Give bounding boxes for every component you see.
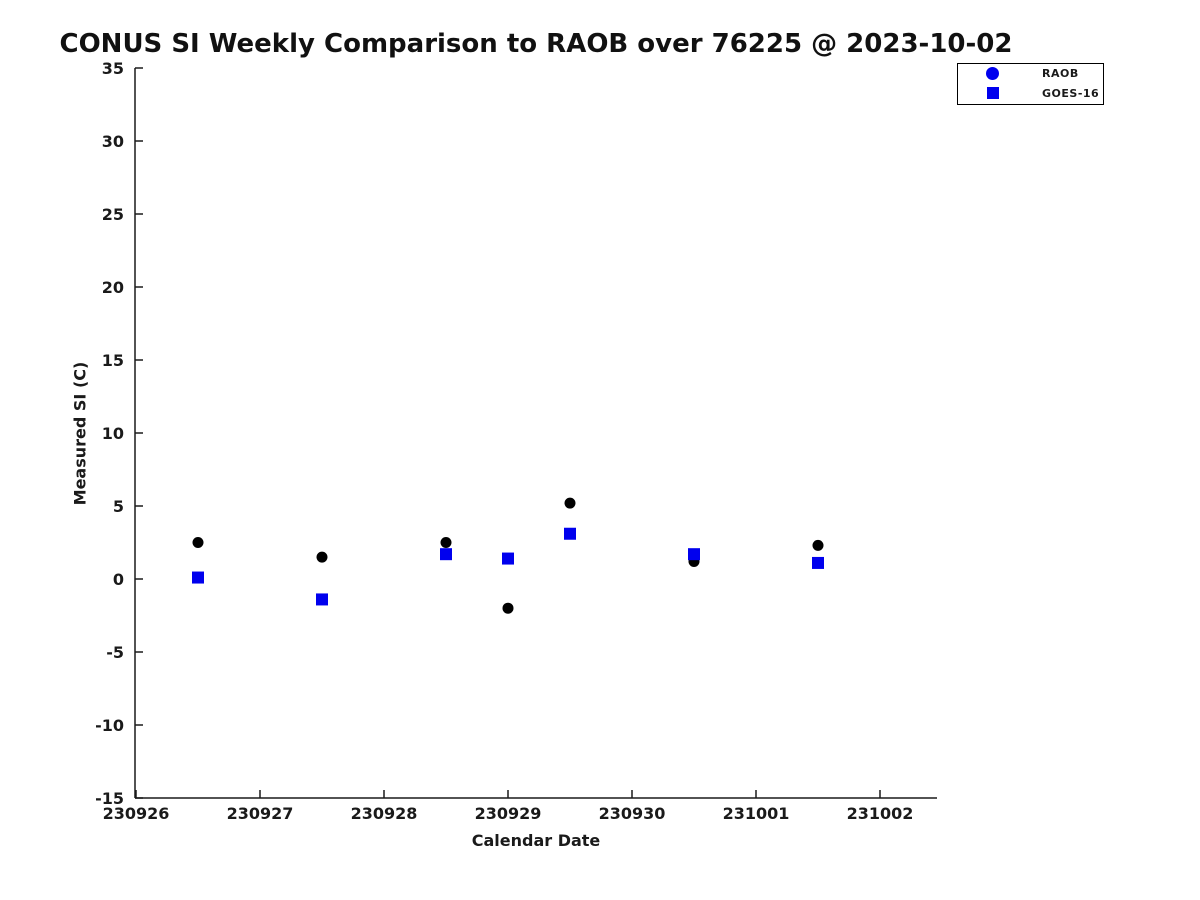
y-tick-label: -5 — [106, 643, 124, 662]
raob-point — [564, 497, 576, 509]
legend-item-goes16: GOES-16 — [958, 84, 1103, 104]
y-tick-label: 25 — [102, 205, 124, 224]
raob-legend-marker-icon — [986, 67, 999, 81]
goes16-point — [192, 571, 204, 584]
y-tick-label: 5 — [113, 497, 124, 516]
goes16-point — [502, 552, 514, 565]
x-tick-label: 230930 — [599, 804, 666, 823]
y-tick-label: 0 — [113, 570, 124, 589]
x-tick-label: 230929 — [475, 804, 542, 823]
goes16-point — [564, 527, 576, 540]
y-tick-label: 10 — [102, 424, 124, 443]
chart-title: CONUS SI Weekly Comparison to RAOB over … — [59, 29, 1013, 59]
raob-point — [440, 537, 452, 548]
raob-point — [316, 551, 328, 563]
raob-point — [812, 539, 824, 551]
goes16-point — [440, 548, 452, 561]
legend-label-goes16: GOES-16 — [1042, 86, 1100, 100]
goes16-point — [688, 548, 700, 561]
goes16-legend-marker-icon — [986, 87, 999, 100]
x-tick-label: 230926 — [103, 804, 170, 823]
x-tick-label: 231001 — [723, 804, 790, 823]
goes16-point — [316, 593, 328, 606]
raob-point — [192, 537, 204, 548]
y-tick-label: 20 — [102, 278, 124, 297]
x-axis-label: Calendar Date — [471, 831, 601, 850]
raob-point — [502, 602, 514, 614]
y-tick-label: 30 — [102, 132, 124, 151]
y-tick-label: 15 — [102, 351, 124, 370]
y-tick-label: 35 — [102, 59, 124, 78]
x-tick-label: 230928 — [351, 804, 418, 823]
y-tick-label: -15 — [95, 789, 124, 808]
legend-item-raob: RAOB — [958, 64, 1103, 84]
legend: RAOB GOES-16 — [957, 63, 1104, 105]
y-tick-label: -10 — [95, 716, 124, 735]
x-tick-label: 230927 — [227, 804, 294, 823]
x-tick-label: 231002 — [847, 804, 914, 823]
legend-label-raob: RAOB — [1042, 67, 1079, 81]
goes16-point — [812, 556, 824, 569]
y-axis-label: Measured SI (C) — [70, 361, 90, 506]
